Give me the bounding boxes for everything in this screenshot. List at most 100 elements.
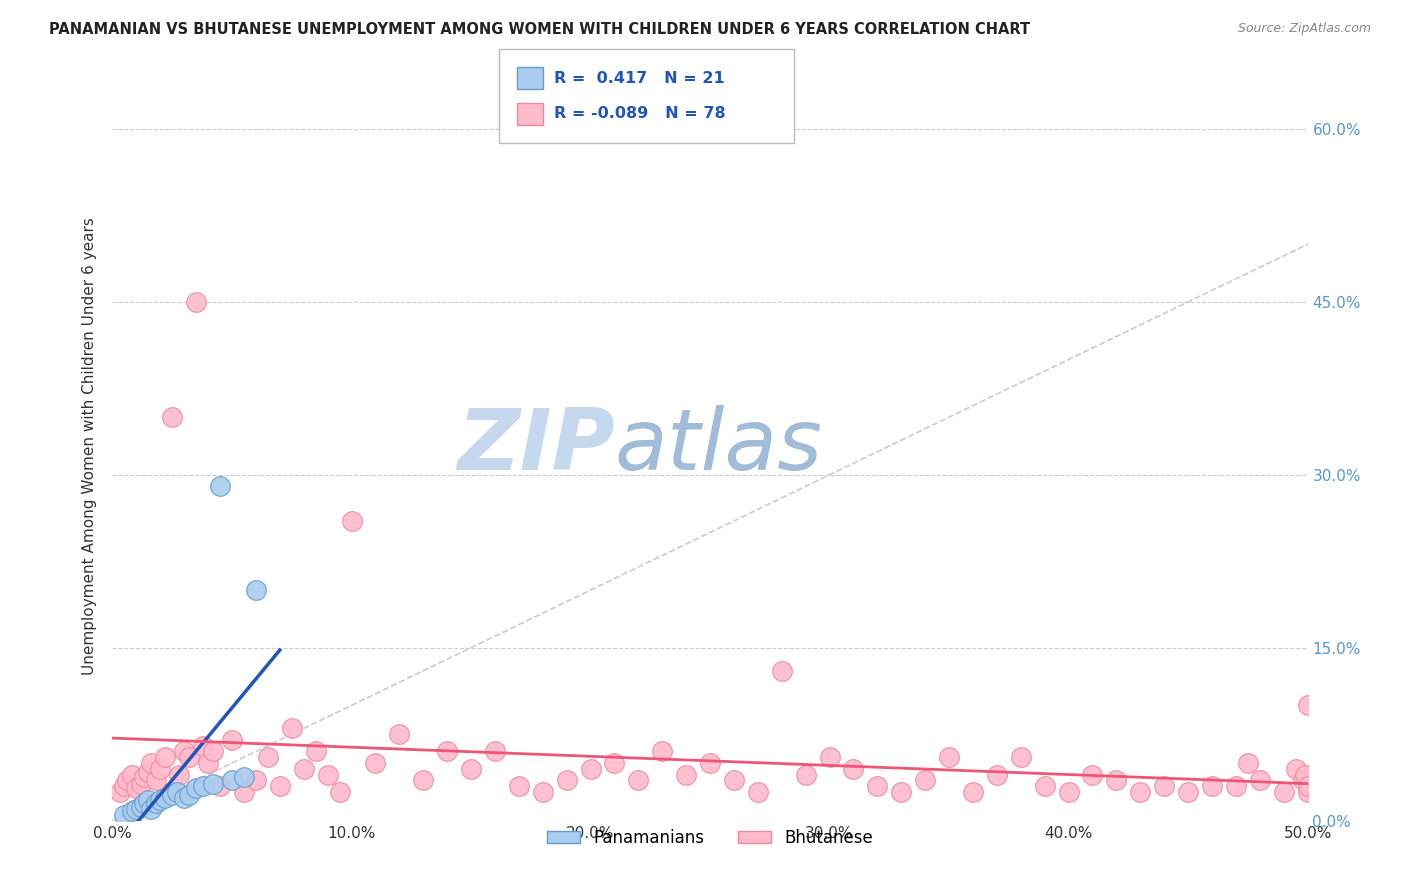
Point (508, 779, 530, 793)
Text: ZIP: ZIP (457, 404, 614, 488)
Point (305, 744, 328, 758)
Point (193, 779, 215, 793)
Point (388, 727, 411, 741)
Point (1129, 785, 1152, 799)
Point (866, 779, 889, 793)
Point (281, 722, 304, 736)
Point (603, 756, 626, 770)
Point (193, 739, 215, 753)
Point (818, 750, 841, 764)
Point (149, 762, 172, 776)
Point (412, 773, 434, 788)
Point (132, 770, 155, 784)
Point (1292, 773, 1315, 788)
Point (914, 773, 936, 788)
Point (209, 479, 232, 493)
Point (209, 779, 232, 793)
Point (173, 790, 195, 805)
Text: atlas: atlas (614, 404, 823, 488)
Point (139, 802, 162, 816)
Text: R =  0.417   N = 21: R = 0.417 N = 21 (554, 70, 724, 86)
Point (770, 664, 793, 678)
Point (108, 785, 131, 799)
Point (121, 767, 143, 781)
Point (145, 797, 167, 811)
Point (245, 583, 267, 598)
Point (221, 773, 243, 788)
Point (1296, 698, 1319, 713)
Point (747, 785, 769, 799)
Point (257, 750, 280, 764)
Point (329, 785, 352, 799)
Point (436, 744, 458, 758)
Point (1081, 767, 1104, 781)
Point (651, 744, 673, 758)
Point (484, 744, 506, 758)
Point (132, 797, 155, 811)
Point (221, 733, 243, 747)
Point (177, 789, 200, 803)
Point (233, 785, 256, 799)
Point (675, 767, 697, 781)
Point (1249, 773, 1271, 788)
Point (531, 785, 554, 799)
Point (1272, 785, 1295, 799)
Point (186, 294, 208, 309)
Point (201, 777, 224, 791)
Point (162, 789, 183, 803)
Point (129, 799, 152, 814)
Point (340, 514, 363, 528)
Legend: Panamanians, Bhutanese: Panamanians, Bhutanese (540, 822, 880, 854)
Point (555, 773, 578, 788)
Point (162, 410, 183, 425)
Y-axis label: Unemployment Among Women with Children Under 6 years: Unemployment Among Women with Children U… (82, 217, 97, 675)
Point (138, 793, 160, 807)
Point (986, 767, 1008, 781)
Point (173, 744, 195, 758)
Point (938, 750, 960, 764)
Point (153, 750, 176, 764)
Point (114, 808, 135, 822)
Point (460, 762, 482, 776)
Point (890, 785, 912, 799)
Point (1294, 767, 1316, 781)
Point (166, 785, 188, 799)
Point (1225, 779, 1247, 793)
Point (129, 777, 152, 791)
Point (125, 781, 148, 796)
Point (1285, 762, 1308, 776)
Point (153, 790, 176, 805)
Point (125, 802, 148, 816)
Point (269, 779, 291, 793)
Point (1237, 756, 1260, 770)
Point (1177, 785, 1199, 799)
Point (1057, 785, 1080, 799)
Point (316, 767, 339, 781)
Text: Source: ZipAtlas.com: Source: ZipAtlas.com (1237, 22, 1371, 36)
Text: R = -0.089   N = 78: R = -0.089 N = 78 (554, 106, 725, 121)
Point (699, 756, 721, 770)
Text: PANAMANIAN VS BHUTANESE UNEMPLOYMENT AMONG WOMEN WITH CHILDREN UNDER 6 YEARS COR: PANAMANIAN VS BHUTANESE UNEMPLOYMENT AMO… (49, 22, 1031, 37)
Point (149, 793, 172, 807)
Point (115, 773, 138, 788)
Point (1153, 779, 1175, 793)
Point (579, 762, 602, 776)
Point (1010, 750, 1032, 764)
Point (138, 765, 160, 780)
Point (1296, 779, 1319, 793)
Point (842, 762, 865, 776)
Point (1105, 773, 1128, 788)
Point (1296, 785, 1319, 799)
Point (169, 767, 191, 781)
Point (245, 773, 267, 788)
Point (233, 770, 256, 784)
Point (364, 756, 387, 770)
Point (1201, 779, 1223, 793)
Point (627, 773, 650, 788)
Point (962, 785, 984, 799)
Point (197, 756, 219, 770)
Point (145, 773, 167, 788)
Point (114, 779, 135, 793)
Point (186, 781, 208, 796)
Point (794, 767, 817, 781)
